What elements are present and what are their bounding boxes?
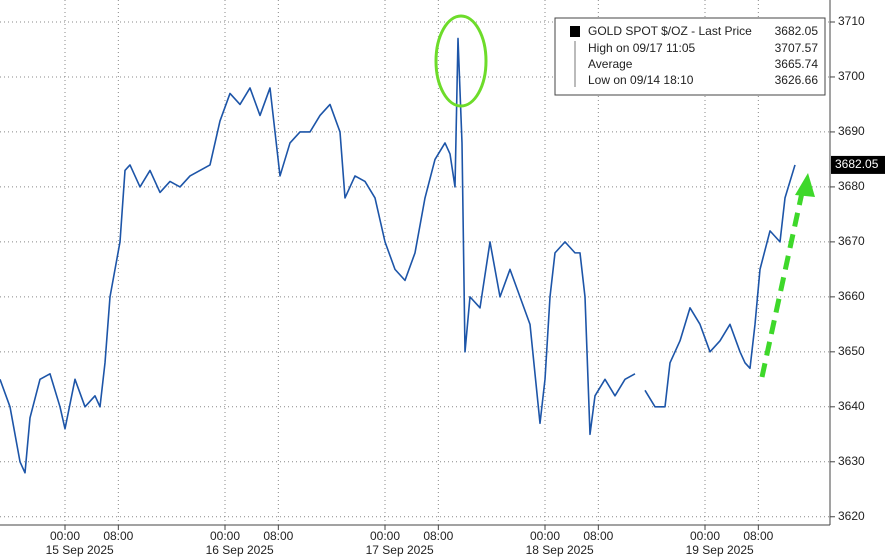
y-tick-label: 3710 <box>838 14 865 28</box>
legend-value: 3626.66 <box>775 73 819 87</box>
x-tick-label: 00:00 <box>530 529 560 543</box>
y-tick-label: 3640 <box>838 399 865 413</box>
date-label: 17 Sep 2025 <box>366 543 434 557</box>
x-tick-label: 00:00 <box>210 529 240 543</box>
legend-label: Average <box>588 57 633 71</box>
x-tick-label: 00:00 <box>370 529 400 543</box>
y-tick-label: 3680 <box>838 179 865 193</box>
date-label: 15 Sep 2025 <box>46 543 114 557</box>
y-tick-label: 3620 <box>838 509 865 523</box>
x-tick-label: 00:00 <box>50 529 80 543</box>
last-price-label: 3682.05 <box>835 157 879 171</box>
legend-value: 3665.74 <box>775 57 819 71</box>
legend-value: 3707.57 <box>775 41 819 55</box>
y-tick-label: 3670 <box>838 234 865 248</box>
x-tick-label: 08:00 <box>263 529 293 543</box>
date-label: 16 Sep 2025 <box>206 543 274 557</box>
legend: GOLD SPOT $/OZ - Last Price 3682.05 High… <box>554 17 826 96</box>
trend-arrow <box>759 187 806 378</box>
legend-icon <box>570 26 580 37</box>
date-label: 19 Sep 2025 <box>686 543 754 557</box>
price-line <box>0 37 796 474</box>
y-tick-label: 3630 <box>838 454 865 468</box>
x-tick-label: 08:00 <box>583 529 613 543</box>
legend-box <box>554 17 826 96</box>
x-tick-label: 08:00 <box>743 529 773 543</box>
legend-label: GOLD SPOT $/OZ - Last Price <box>588 24 752 38</box>
y-tick-label: 3650 <box>838 344 865 358</box>
legend-label: High on 09/17 11:05 <box>588 41 696 55</box>
arrow-head <box>795 173 815 197</box>
last-price-tag <box>831 155 885 174</box>
x-tick-label: 00:00 <box>690 529 720 543</box>
y-tick-label: 3660 <box>838 289 865 303</box>
y-tick-label: 3700 <box>838 69 865 83</box>
highlight-ellipse <box>434 14 488 108</box>
legend-value: 3682.05 <box>775 24 819 38</box>
date-label: 18 Sep 2025 <box>526 543 594 557</box>
plot-area <box>0 0 830 525</box>
legend-label: Low on 09/14 18:10 <box>588 73 694 87</box>
x-tick-label: 08:00 <box>423 529 453 543</box>
x-tick-label: 08:00 <box>103 529 133 543</box>
y-tick-label: 3690 <box>838 124 865 138</box>
